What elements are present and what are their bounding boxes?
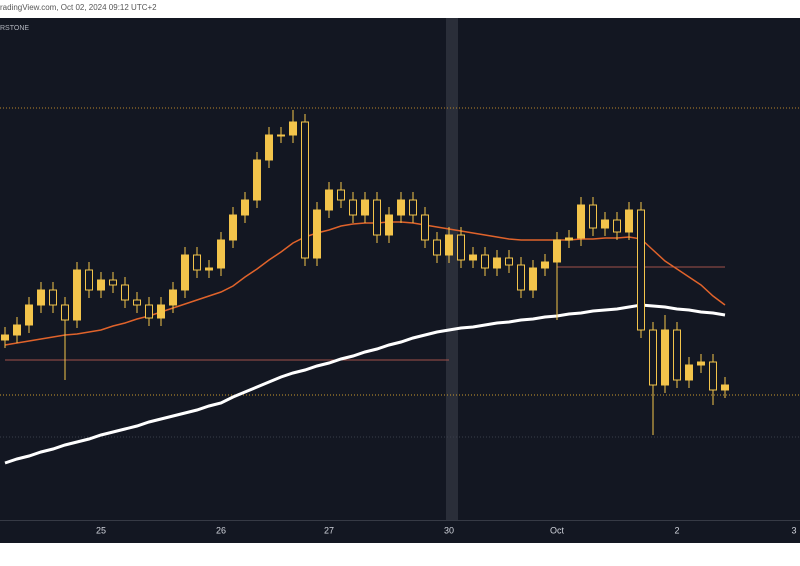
- candle-body: [433, 239, 441, 256]
- candle-body: [661, 329, 669, 386]
- x-tick-label: 27: [324, 525, 334, 535]
- candle-body: [169, 289, 177, 306]
- x-tick-label: 30: [444, 525, 454, 535]
- candle-body: [577, 204, 585, 239]
- candle-body: [133, 299, 141, 306]
- candle-body: [73, 269, 81, 321]
- candle-body: [709, 361, 717, 391]
- session-highlight: [446, 18, 458, 520]
- candle-body: [85, 269, 93, 291]
- candle-body: [361, 199, 369, 216]
- candle-body: [97, 279, 105, 291]
- candle-body: [721, 384, 729, 391]
- candle-body: [277, 134, 285, 137]
- candle-body: [457, 234, 465, 261]
- candle-body: [265, 134, 273, 161]
- candle-body: [589, 204, 597, 229]
- header-text: radingView.com, Oct 02, 2024 09:12 UTC+2: [0, 3, 157, 12]
- candle-body: [121, 284, 129, 301]
- candle-body: [685, 364, 693, 381]
- chart-background: [0, 18, 800, 543]
- candle-body: [313, 209, 321, 259]
- x-tick-label: 2: [674, 525, 679, 535]
- candle-body: [301, 121, 309, 259]
- candle-body: [493, 257, 501, 269]
- candle-body: [517, 264, 525, 291]
- candle-body: [505, 257, 513, 266]
- candle-body: [601, 219, 609, 229]
- candle-body: [349, 199, 357, 216]
- candle-body: [13, 324, 21, 336]
- candle-body: [61, 304, 69, 321]
- candle-body: [229, 214, 237, 241]
- candle-body: [625, 209, 633, 233]
- candle-body: [289, 121, 297, 136]
- candle-body: [649, 329, 657, 386]
- symbol-label: RSTONE: [0, 25, 29, 32]
- candle-body: [157, 304, 165, 319]
- x-tick-label: 25: [96, 525, 106, 535]
- candle-body: [325, 189, 333, 211]
- candle-body: [553, 239, 561, 263]
- candle-body: [373, 199, 381, 236]
- x-tick-label: 3: [791, 525, 796, 535]
- candle-body: [109, 279, 117, 286]
- candle-body: [205, 267, 213, 271]
- candle-body: [1, 334, 9, 341]
- candle-body: [637, 209, 645, 331]
- candle-body: [145, 304, 153, 319]
- candle-body: [421, 214, 429, 241]
- candle-body: [385, 214, 393, 236]
- candle-body: [217, 239, 225, 269]
- x-tick-label: 26: [216, 525, 226, 535]
- candle-body: [565, 237, 573, 241]
- x-tick-label: Oct: [550, 525, 565, 535]
- candle-body: [613, 219, 621, 233]
- candle-body: [697, 361, 705, 366]
- candle-body: [481, 254, 489, 269]
- candle-body: [253, 159, 261, 201]
- candle-body: [673, 329, 681, 381]
- candle-body: [397, 199, 405, 216]
- candle-body: [409, 199, 417, 216]
- candle-body: [445, 234, 453, 256]
- candle-body: [541, 261, 549, 269]
- candle-body: [337, 189, 345, 201]
- candle-body: [193, 254, 201, 271]
- moving-average: [4, 303, 726, 465]
- candle-body: [181, 254, 189, 291]
- candle-body: [529, 267, 537, 291]
- candle-body: [37, 289, 45, 306]
- candle-body: [469, 254, 477, 261]
- candle-body: [49, 289, 57, 306]
- candle-body: [25, 304, 33, 326]
- candle-body: [241, 199, 249, 216]
